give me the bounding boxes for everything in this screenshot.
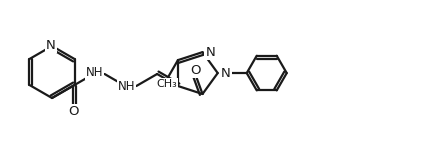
Text: N: N bbox=[205, 46, 215, 59]
Text: N: N bbox=[46, 39, 56, 52]
Text: N: N bbox=[221, 67, 230, 80]
Text: NH: NH bbox=[118, 81, 135, 93]
Text: NH: NH bbox=[86, 67, 103, 79]
Text: O: O bbox=[68, 105, 79, 118]
Text: O: O bbox=[191, 64, 201, 77]
Text: CH₃: CH₃ bbox=[157, 79, 177, 89]
